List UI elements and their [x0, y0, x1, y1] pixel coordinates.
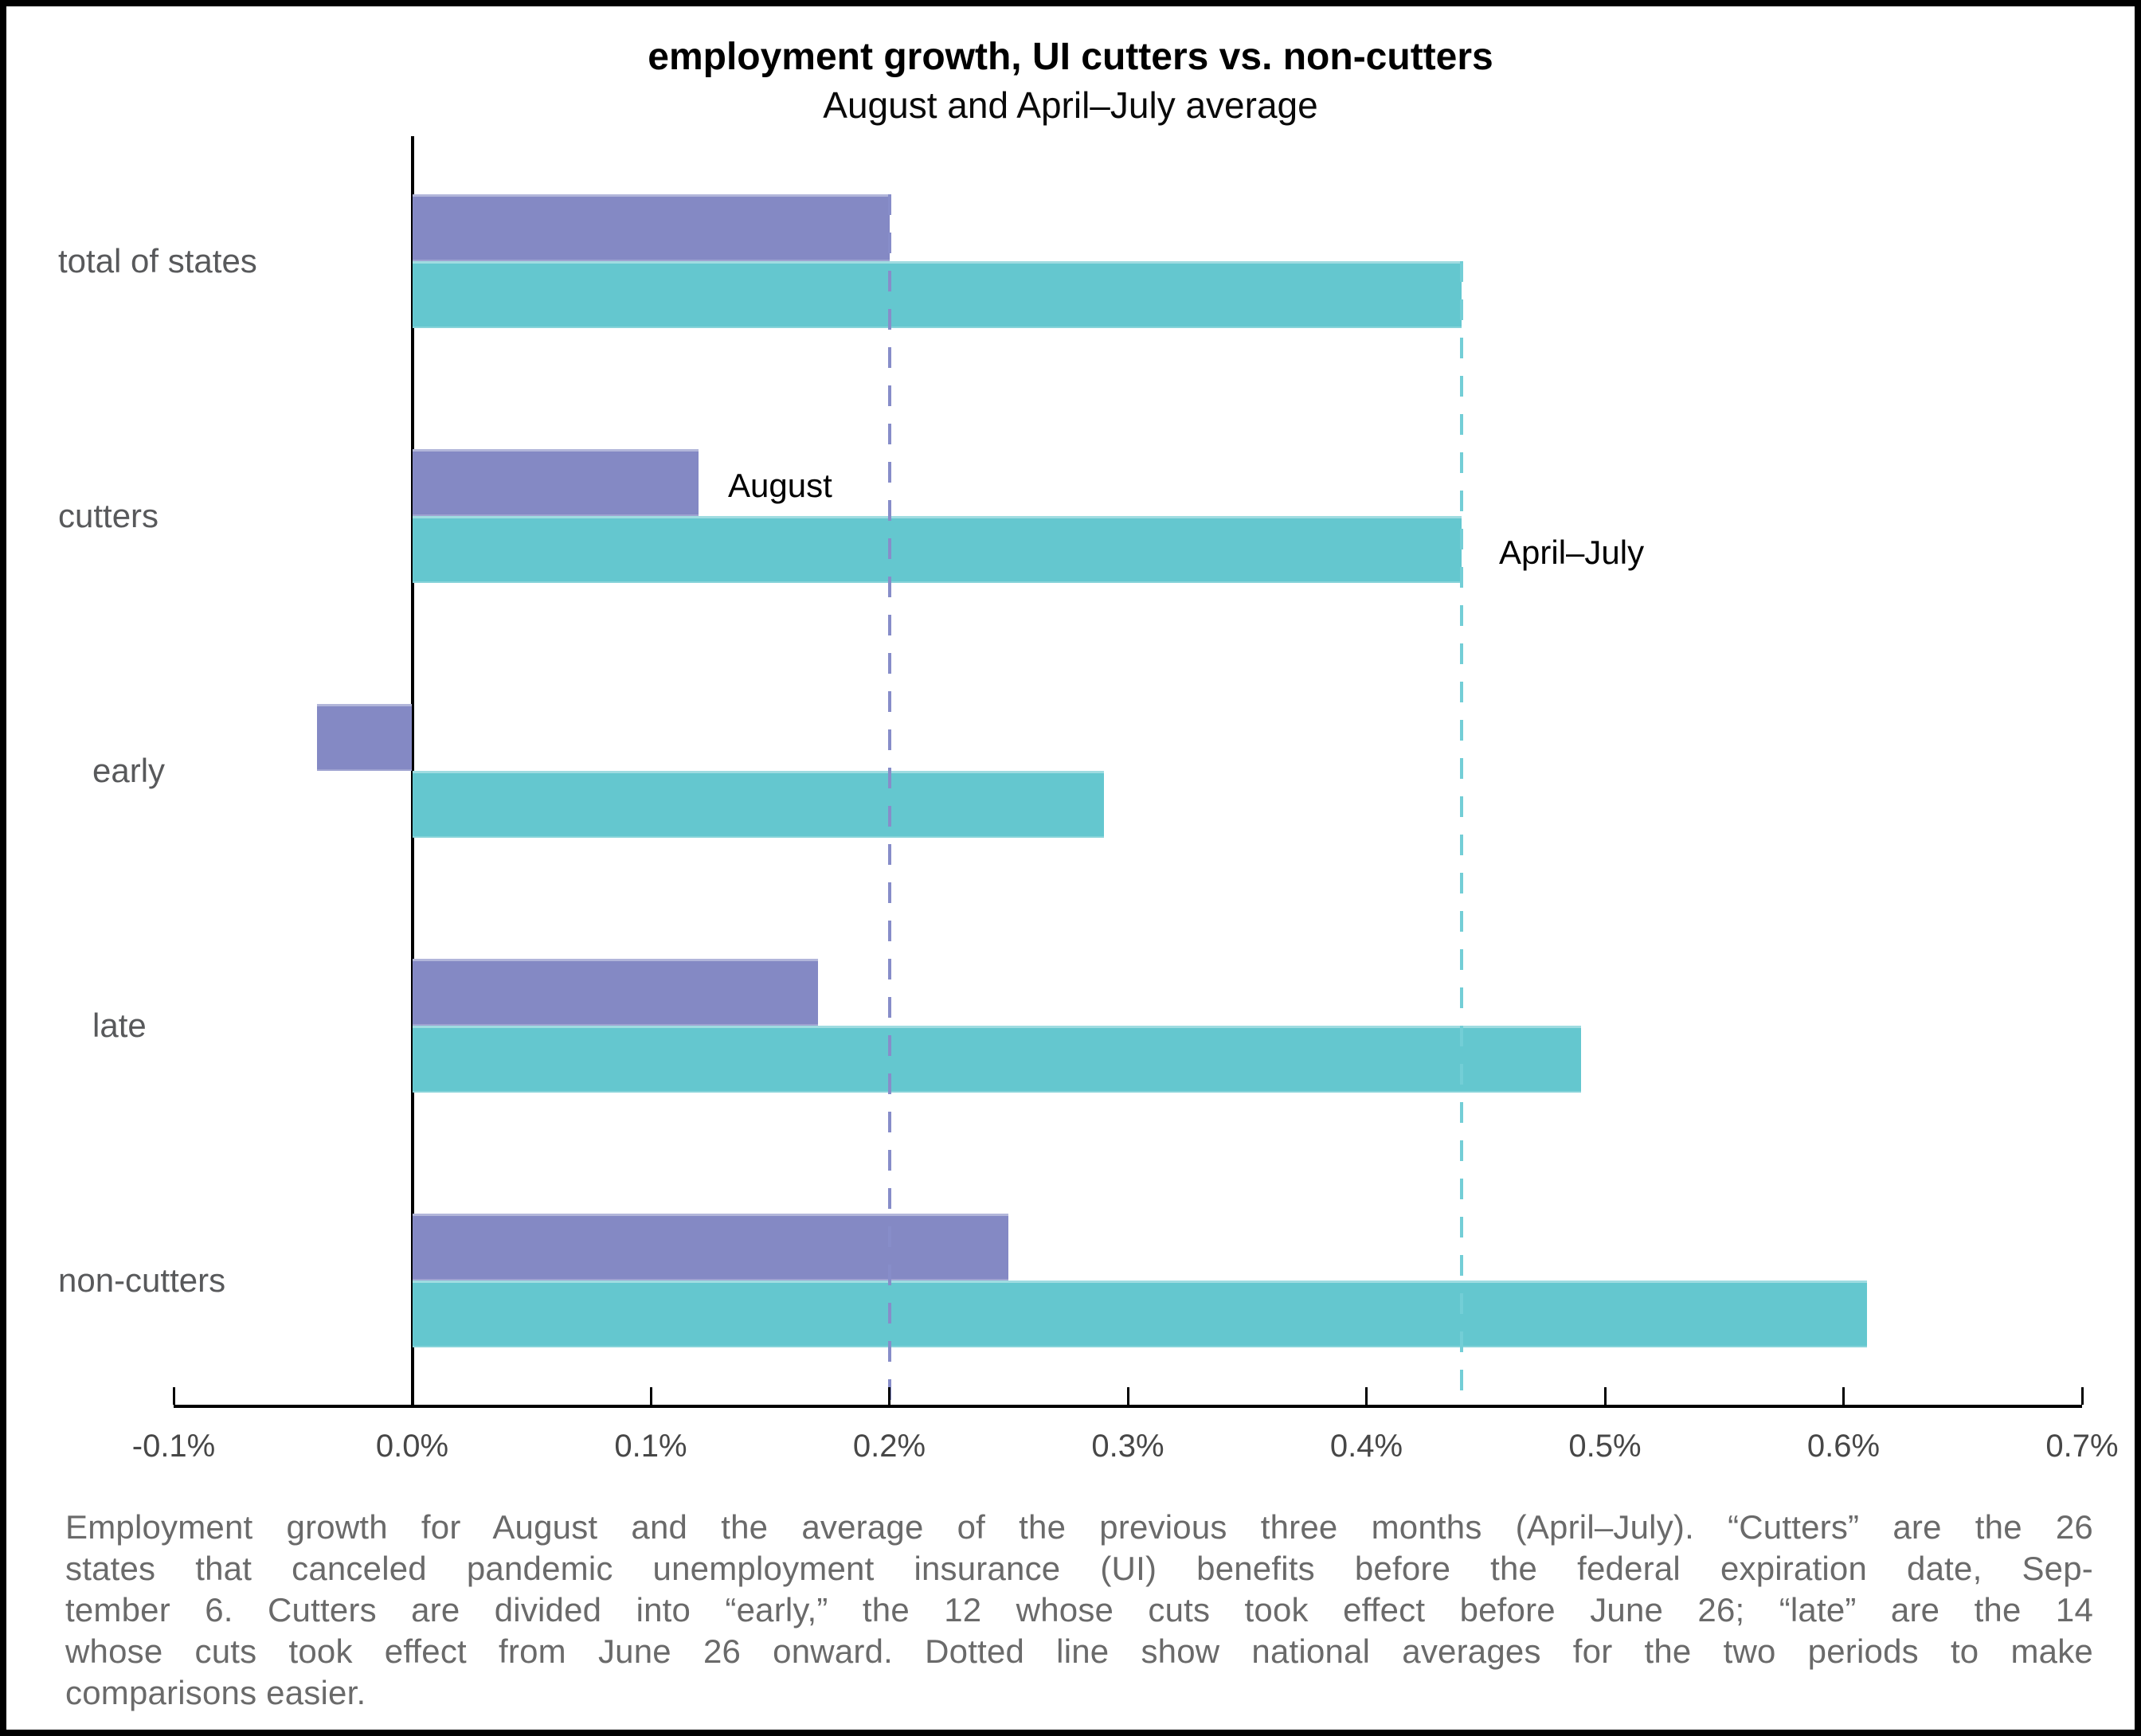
- x-axis-tick: [649, 1387, 652, 1405]
- x-axis-tick-label: 0.6%: [1806, 1429, 1881, 1464]
- bar-august-early: [316, 704, 413, 771]
- x-axis-tick: [1126, 1387, 1129, 1405]
- bar-august-non-cutters: [412, 1214, 1009, 1280]
- x-axis-tick: [888, 1387, 890, 1405]
- x-axis-line: [174, 1405, 2082, 1408]
- x-axis-tick-label: 0.5%: [1568, 1429, 1642, 1464]
- bar-april-july-cutters: [412, 516, 1462, 583]
- caption-line: states that canceled pandemic unemployme…: [65, 1550, 2093, 1587]
- bar-april-july-early: [412, 771, 1105, 838]
- category-label-late: late: [92, 1007, 147, 1044]
- caption-line: tember 6. Cutters are divided into “earl…: [65, 1591, 2093, 1628]
- x-axis-tick: [1603, 1387, 1607, 1405]
- chart-title: employment growth, UI cutters vs. non-cu…: [648, 36, 1493, 78]
- chart-subtitle: August and April–July average: [823, 84, 1318, 126]
- caption-line: whose cuts took effect from June 26 onwa…: [65, 1632, 2093, 1670]
- bar-august-total-of-states: [412, 194, 890, 261]
- x-axis-tick: [2080, 1387, 2084, 1405]
- series-label-april-july: April–July: [1499, 534, 1645, 571]
- x-axis-tick: [172, 1387, 175, 1405]
- x-axis-tick-label: 0.0%: [375, 1429, 449, 1464]
- refline-national-april-july-average: [1460, 261, 1464, 1405]
- bar-april-july-late: [412, 1026, 1582, 1093]
- bar-april-july-non-cutters: [412, 1280, 1868, 1347]
- category-label-non-cutters: non-cutters: [58, 1261, 226, 1299]
- x-axis-tick-label: 0.7%: [2045, 1429, 2119, 1464]
- bar-august-cutters: [412, 449, 699, 516]
- refline-national-august-average: [887, 194, 891, 1405]
- bar-april-july-total-of-states: [412, 261, 1462, 328]
- category-label-cutters: cutters: [58, 497, 159, 534]
- category-label-early: early: [92, 752, 166, 789]
- x-axis-tick: [1365, 1387, 1368, 1405]
- x-axis-tick-label: 0.4%: [1329, 1429, 1403, 1464]
- x-axis-tick-label: 0.1%: [614, 1429, 687, 1464]
- category-label-total-of-states: total of states: [58, 242, 257, 280]
- x-axis-tick-label: 0.3%: [1091, 1429, 1164, 1464]
- x-axis-tick: [411, 1387, 413, 1405]
- x-axis-tick-label: -0.1%: [131, 1429, 216, 1464]
- x-axis-tick-label: 0.2%: [852, 1429, 926, 1464]
- series-label-august: August: [728, 467, 832, 504]
- bar-august-late: [412, 959, 818, 1026]
- chart-caption: Employment growth for August and the ave…: [65, 1507, 2093, 1714]
- x-axis-tick: [1842, 1387, 1845, 1405]
- caption-line: Employment growth for August and the ave…: [65, 1508, 2093, 1546]
- caption-line: comparisons easier.: [65, 1674, 366, 1711]
